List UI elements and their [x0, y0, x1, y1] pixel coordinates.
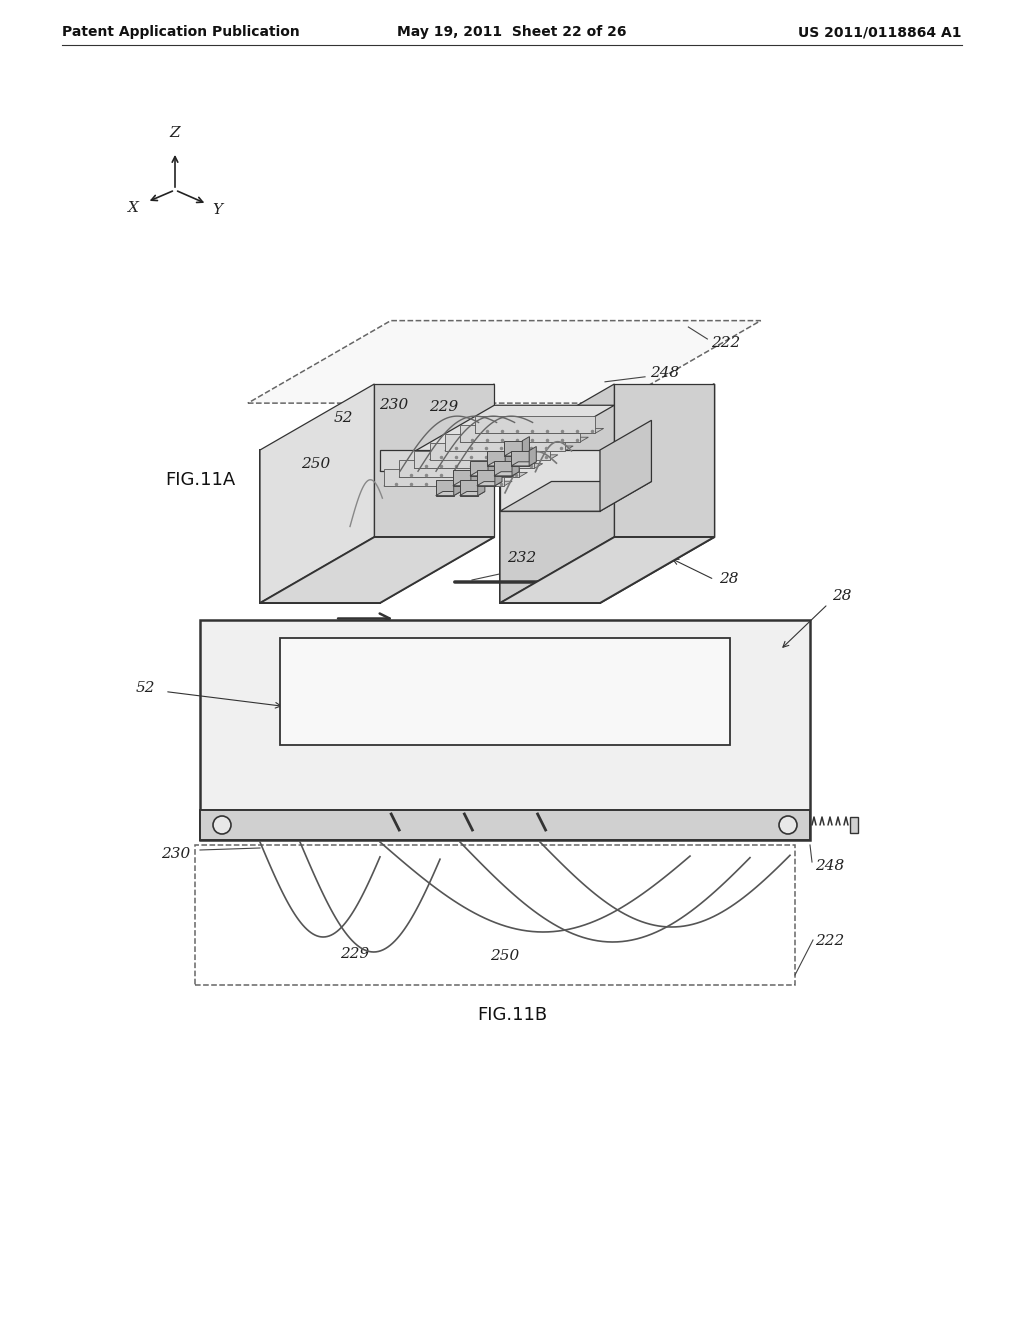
Polygon shape: [494, 471, 519, 475]
Circle shape: [779, 816, 797, 834]
Bar: [280, 638, 730, 744]
Text: Y: Y: [212, 203, 222, 216]
Text: 222: 222: [712, 337, 740, 350]
Polygon shape: [495, 466, 502, 486]
Bar: [200, 810, 810, 840]
Polygon shape: [260, 450, 380, 603]
Polygon shape: [511, 450, 529, 466]
Polygon shape: [487, 462, 512, 466]
Polygon shape: [460, 491, 484, 495]
Bar: [195, 845, 795, 985]
Polygon shape: [436, 491, 461, 495]
Polygon shape: [380, 450, 500, 471]
Polygon shape: [460, 425, 580, 442]
Text: 52: 52: [334, 412, 353, 425]
Text: 28: 28: [831, 589, 852, 603]
Polygon shape: [415, 451, 535, 469]
Bar: [850, 817, 858, 833]
Polygon shape: [375, 384, 495, 537]
Polygon shape: [260, 384, 375, 603]
Text: 230: 230: [161, 847, 190, 861]
Polygon shape: [471, 466, 478, 486]
Polygon shape: [477, 470, 495, 486]
Text: 28: 28: [719, 572, 738, 586]
Polygon shape: [399, 461, 519, 478]
Polygon shape: [460, 437, 589, 442]
Circle shape: [213, 816, 231, 834]
Polygon shape: [488, 457, 496, 475]
Polygon shape: [475, 429, 603, 433]
Polygon shape: [500, 482, 651, 511]
Polygon shape: [477, 482, 502, 486]
Polygon shape: [444, 446, 573, 451]
Polygon shape: [460, 480, 478, 495]
Polygon shape: [399, 473, 527, 478]
Polygon shape: [529, 446, 537, 466]
Polygon shape: [380, 384, 495, 603]
Text: 232: 232: [507, 550, 537, 565]
Polygon shape: [478, 477, 484, 495]
Polygon shape: [504, 451, 529, 455]
Polygon shape: [429, 442, 550, 459]
Text: Patent Application Publication: Patent Application Publication: [62, 25, 300, 40]
Polygon shape: [470, 461, 488, 475]
Text: 232: 232: [339, 630, 368, 644]
Text: 52: 52: [135, 681, 155, 694]
Text: X: X: [128, 201, 138, 215]
Text: FIG.11B: FIG.11B: [477, 1006, 547, 1024]
Polygon shape: [436, 480, 454, 495]
Polygon shape: [487, 450, 505, 466]
Text: 250: 250: [301, 457, 330, 470]
Polygon shape: [453, 470, 471, 486]
Bar: [200, 620, 810, 840]
Text: FIG.11A: FIG.11A: [165, 471, 236, 488]
Polygon shape: [475, 416, 595, 433]
Polygon shape: [429, 455, 558, 459]
Polygon shape: [500, 384, 614, 603]
Polygon shape: [522, 437, 529, 455]
Text: Z: Z: [170, 125, 180, 140]
Text: 229: 229: [340, 946, 370, 961]
Polygon shape: [504, 441, 522, 455]
Text: 250: 250: [490, 949, 519, 964]
Text: 248: 248: [815, 859, 844, 873]
Polygon shape: [248, 321, 761, 403]
Polygon shape: [511, 462, 537, 466]
Text: 230: 230: [379, 397, 409, 412]
Polygon shape: [500, 450, 600, 603]
Polygon shape: [500, 450, 600, 511]
Polygon shape: [260, 537, 495, 603]
Polygon shape: [512, 457, 519, 475]
Text: 229: 229: [429, 400, 458, 414]
Polygon shape: [384, 469, 504, 486]
Text: May 19, 2011  Sheet 22 of 26: May 19, 2011 Sheet 22 of 26: [397, 25, 627, 40]
Polygon shape: [500, 537, 715, 603]
Polygon shape: [444, 434, 565, 451]
Polygon shape: [494, 461, 512, 475]
Text: US 2011/0118864 A1: US 2011/0118864 A1: [799, 25, 962, 40]
Polygon shape: [454, 477, 461, 495]
Polygon shape: [470, 471, 496, 475]
Polygon shape: [614, 384, 715, 537]
Polygon shape: [384, 482, 512, 486]
Text: 222: 222: [815, 935, 844, 948]
Polygon shape: [415, 463, 543, 469]
Polygon shape: [505, 446, 512, 466]
Polygon shape: [380, 405, 614, 471]
Polygon shape: [600, 384, 715, 603]
Polygon shape: [600, 420, 651, 511]
Text: 248: 248: [650, 366, 679, 380]
Polygon shape: [453, 482, 478, 486]
